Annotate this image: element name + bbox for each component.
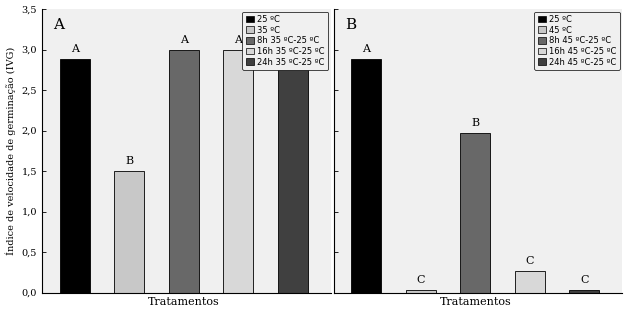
Text: B: B <box>471 118 479 128</box>
Text: C: C <box>416 275 425 285</box>
Bar <box>351 59 381 293</box>
Legend: 25 ºC, 45 ºC, 8h 45 ºC-25 ºC, 16h 45 ºC-25 ºC, 24h 45 ºC-25 ºC: 25 ºC, 45 ºC, 8h 45 ºC-25 ºC, 16h 45 ºC-… <box>534 12 620 70</box>
Text: B: B <box>345 18 356 32</box>
Bar <box>278 29 308 293</box>
Bar <box>570 290 599 293</box>
Text: A: A <box>289 14 296 24</box>
Text: A: A <box>53 18 65 32</box>
Bar <box>114 171 144 293</box>
Text: A: A <box>71 44 78 54</box>
Text: A: A <box>362 44 371 54</box>
Y-axis label: Índice de velocidade de germinação (IVG): Índice de velocidade de germinação (IVG) <box>6 47 16 255</box>
Bar <box>406 290 436 293</box>
Legend: 25 ºC, 35 ºC, 8h 35 ºC-25 ºC, 16h 35 ºC-25 ºC, 24h 35 ºC-25 ºC: 25 ºC, 35 ºC, 8h 35 ºC-25 ºC, 16h 35 ºC-… <box>242 12 328 70</box>
Bar <box>515 271 544 293</box>
Bar <box>223 49 253 293</box>
Bar <box>60 59 90 293</box>
Text: A: A <box>180 35 188 45</box>
Text: A: A <box>234 35 242 45</box>
Text: C: C <box>526 256 534 266</box>
Bar <box>460 133 490 293</box>
Bar <box>169 49 198 293</box>
Text: B: B <box>125 156 133 166</box>
Text: C: C <box>580 275 588 285</box>
